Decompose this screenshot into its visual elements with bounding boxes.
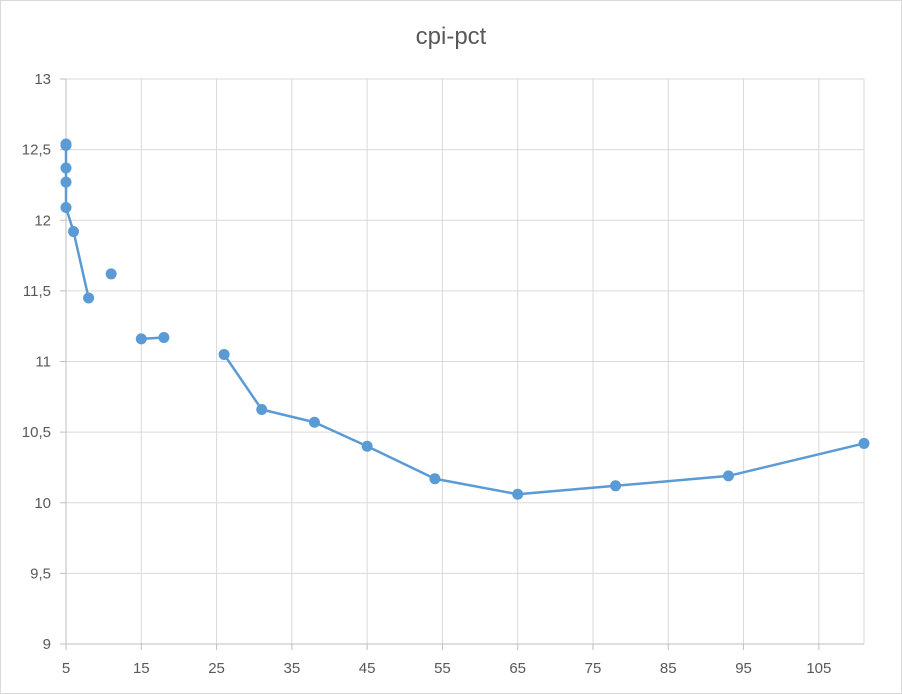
data-point (722, 470, 734, 482)
series-segment (614, 474, 730, 488)
series-segment (222, 353, 263, 411)
series-lines (64, 142, 866, 496)
y-tick-label: 10 (34, 495, 51, 512)
x-tick-label: 65 (509, 660, 526, 677)
x-tick-label: 75 (585, 660, 602, 677)
data-point (135, 333, 147, 345)
x-tick-label: 95 (735, 660, 752, 677)
data-point (60, 162, 72, 174)
x-tick-label: 55 (434, 660, 451, 677)
series-segment (72, 230, 90, 300)
y-tick-labels: 9 9,5 10 10,5 11 11,5 12 12,5 13 (22, 71, 51, 653)
data-point (68, 226, 80, 238)
series-segment (260, 408, 316, 424)
data-point (83, 292, 95, 304)
x-tick-label: 85 (660, 660, 677, 677)
x-tick-label: 105 (806, 660, 831, 677)
x-tick-label: 5 (62, 660, 70, 677)
series-segment (516, 484, 617, 496)
series-segment (313, 420, 369, 448)
y-tick-label: 11,5 (23, 283, 51, 300)
chart-title: cpi-pct (415, 23, 487, 50)
data-point (60, 202, 72, 214)
gridlines (66, 78, 865, 645)
data-point (105, 268, 117, 280)
data-point (512, 488, 524, 500)
y-tick-label: 13 (34, 71, 51, 88)
data-point (308, 416, 320, 428)
data-point (60, 139, 72, 151)
y-tick-label: 12,5 (22, 142, 51, 159)
x-tick-labels: 5 15 25 35 45 55 65 75 85 95 105 (62, 660, 832, 677)
x-tick-label: 35 (284, 660, 301, 677)
data-point (218, 348, 230, 360)
y-tick-label: 12 (34, 212, 51, 229)
x-tick-label: 45 (359, 660, 376, 677)
data-point (610, 480, 622, 492)
data-point (158, 331, 170, 343)
data-point (361, 440, 373, 452)
series-segment (727, 442, 866, 478)
y-tick-label: 10,5 (22, 424, 51, 441)
y-tick-label: 9 (43, 636, 51, 653)
data-point (60, 176, 72, 188)
data-point (429, 473, 441, 485)
series-segment (365, 445, 437, 480)
x-tick-label: 15 (133, 660, 150, 677)
data-point (256, 404, 268, 416)
series-segment (433, 477, 519, 496)
data-point (858, 437, 870, 449)
y-tick-label: 9,5 (30, 565, 51, 582)
data-points (60, 138, 870, 500)
x-tick-label: 25 (208, 660, 225, 677)
y-tick-label: 11 (35, 354, 51, 371)
